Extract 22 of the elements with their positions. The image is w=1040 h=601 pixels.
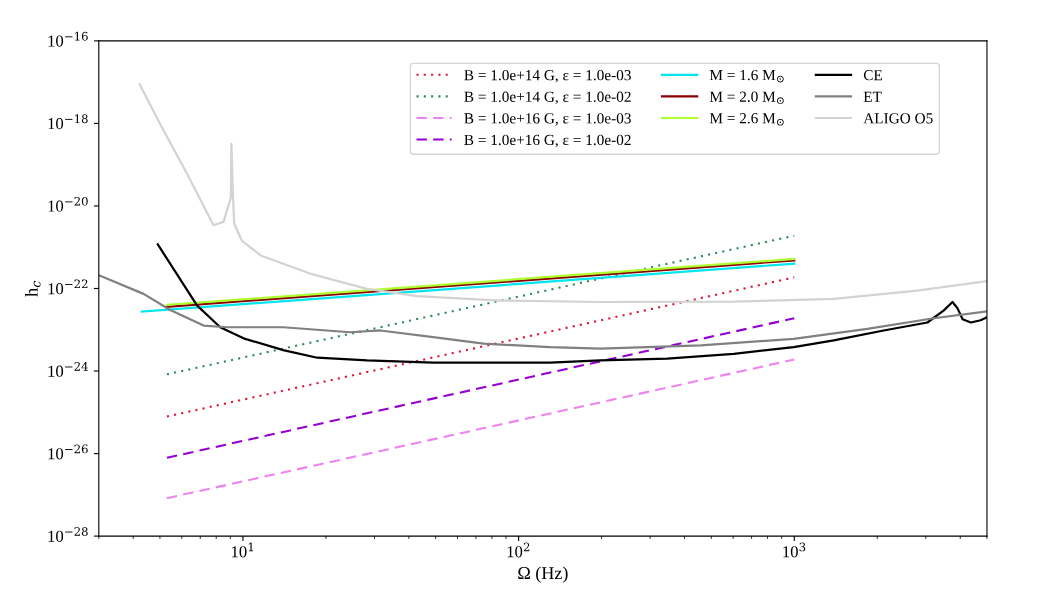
legend-label: M = 1.6 M$_{⊙}$ [709,69,784,83]
legend-label: B = 1.0e+14 G, ε = 1.0e-02 [464,91,631,105]
y-tick-label: 10$^{−24}$ [48,361,88,377]
legend-label: ALIGO O5 [863,113,933,124]
legend-label: CE [863,70,882,81]
y-tick-label: 10$^{−20}$ [48,196,88,212]
legend-label: B = 1.0e+14 G, ε = 1.0e-03 [464,70,631,83]
legend-label: ET [863,91,882,102]
x-tick-label: 10$^{1}$ [231,542,254,558]
y-tick-label: 10$^{−26}$ [48,444,88,460]
x-axis-title: Ω (Hz) [518,566,568,583]
x-tick-label: 10$^{2}$ [507,542,530,558]
x-tick-label: 10$^{3}$ [783,542,806,558]
y-axis-title: h$_{c}$ [25,280,41,297]
y-tick-label: 10$^{−28}$ [48,527,88,542]
y-tick-label: 10$^{−22}$ [48,279,88,295]
legend-label: M = 2.6 M$_{⊙}$ [709,113,784,126]
legend-label: M = 2.0 M$_{⊙}$ [709,91,784,105]
y-tick-label: 10$^{−16}$ [48,31,88,47]
y-tick-label: 10$^{−18}$ [48,114,88,130]
legend-label: B = 1.0e+16 G, ε = 1.0e-03 [464,113,631,126]
legend-label: B = 1.0e+16 G, ε = 1.0e-02 [464,134,631,148]
